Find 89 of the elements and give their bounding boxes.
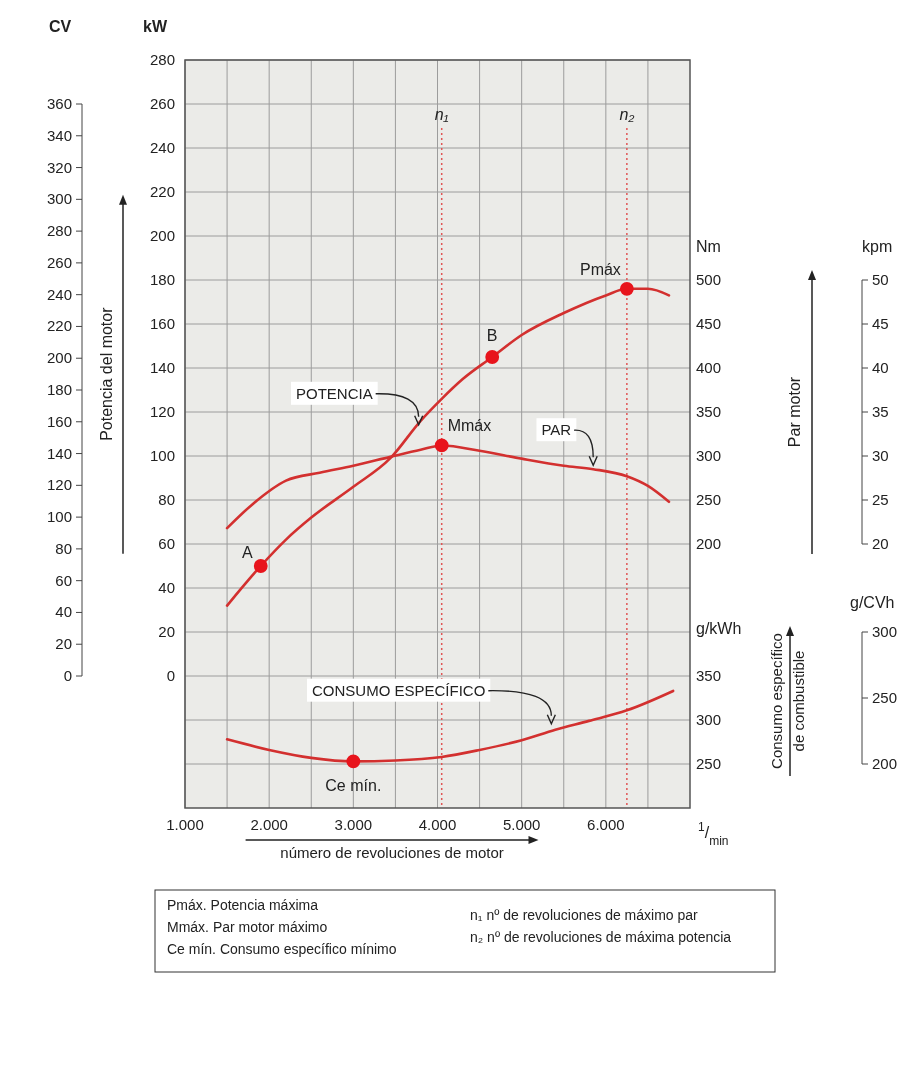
- text: 120: [46, 476, 72, 494]
- y-tick-label: 60: [158, 535, 175, 552]
- text: 300: [872, 623, 898, 640]
- text: 260: [46, 253, 72, 271]
- x-tick-label: 1.000: [166, 816, 204, 833]
- point: [485, 350, 500, 364]
- y-tick-label: 0: [166, 667, 175, 684]
- text: $^{1}$/$_{min}$: [698, 820, 729, 848]
- ref-line-label: n₁: [434, 106, 449, 123]
- text: 100: [46, 508, 72, 526]
- annotation: B: [486, 327, 498, 344]
- x-tick-label: 6.000: [587, 816, 625, 833]
- annotation: Pmáx: [579, 260, 621, 278]
- text: 240: [46, 285, 72, 303]
- y2-tick-label: 300: [696, 447, 722, 464]
- text: 80: [55, 539, 72, 557]
- y2-tick-label: 250: [696, 491, 722, 508]
- y3-tick-label: 250: [696, 755, 722, 772]
- text: 220: [46, 317, 72, 335]
- y-tick-label: 20: [158, 623, 175, 640]
- text: Nm: [696, 238, 721, 255]
- text: kW: [143, 18, 168, 35]
- point: [253, 559, 268, 573]
- text: 20: [872, 535, 889, 552]
- text: 340: [46, 126, 72, 144]
- text: 320: [46, 158, 72, 176]
- x-tick-label: 2.000: [250, 816, 288, 833]
- text: CV: [48, 18, 72, 35]
- text: POTENCIA: [295, 384, 373, 402]
- y-tick-label: 160: [149, 315, 175, 332]
- text: 20: [55, 635, 72, 653]
- text: 40: [872, 359, 889, 376]
- y-tick-label: 100: [149, 447, 175, 464]
- x-tick-label: 3.000: [334, 816, 373, 833]
- text: 360: [46, 95, 72, 112]
- y-tick-label: 120: [149, 403, 175, 420]
- y3-tick-label: 350: [696, 667, 722, 684]
- y-tick-label: 280: [149, 51, 175, 68]
- point: [619, 281, 634, 296]
- annotation: Mmáx: [447, 417, 492, 435]
- text: 250: [872, 689, 898, 706]
- text: CONSUMO ESPECÍFICO: [311, 681, 486, 699]
- y2-tick-label: 450: [696, 315, 722, 332]
- y-tick-label: 40: [158, 579, 175, 596]
- text: 25: [872, 491, 889, 508]
- text: 0: [63, 667, 72, 684]
- y2-tick-label: 350: [696, 403, 722, 420]
- annotation: A: [242, 544, 254, 561]
- text: n₁ nº de revoluciones de máximo par: [470, 907, 699, 923]
- annotation: Ce mín.: [325, 777, 382, 795]
- y-tick-label: 240: [149, 139, 175, 156]
- text: 280: [46, 222, 72, 240]
- text: 60: [55, 571, 72, 589]
- text: 30: [872, 447, 889, 464]
- text: 200: [872, 755, 898, 772]
- text: 40: [55, 603, 72, 621]
- x-tick-label: 4.000: [418, 816, 457, 833]
- text: kpm: [862, 238, 893, 255]
- y-axis-title: Potencia del motor: [98, 306, 115, 441]
- text: 45: [872, 315, 889, 332]
- y2-tick-label: 200: [696, 535, 722, 552]
- text: Pmáx. Potencia máxima: [167, 897, 319, 913]
- text: Mmáx. Par motor máximo: [167, 919, 328, 935]
- ref-line-label: n₂: [619, 106, 635, 123]
- text: n₂ nº de revoluciones de máxima potencia: [470, 929, 732, 945]
- series-label: PAR: [541, 421, 572, 439]
- text: Ce mín. Consumo específico mínimo: [167, 941, 397, 957]
- text: 35: [872, 403, 889, 420]
- text: 200: [46, 349, 72, 367]
- y3-tick-label: 300: [696, 711, 722, 728]
- y-tick-label: 260: [149, 95, 175, 112]
- text: 160: [46, 412, 72, 430]
- x-axis-title: número de revoluciones de motor: [280, 844, 504, 861]
- text: g/kWh: [696, 620, 742, 637]
- y2-tick-label: 400: [696, 359, 722, 376]
- y2-axis-title: Par motor: [786, 376, 803, 448]
- x-tick-label: 5.000: [502, 816, 541, 833]
- y-tick-label: 140: [149, 359, 175, 376]
- text: g/CVh: [850, 594, 895, 611]
- y2-tick-label: 500: [696, 271, 722, 288]
- y-tick-label: 180: [149, 271, 175, 288]
- text: 140: [46, 444, 72, 462]
- y-tick-label: 200: [149, 227, 175, 244]
- y-tick-label: 80: [158, 491, 175, 508]
- text: 180: [46, 381, 72, 398]
- text: 50: [872, 271, 889, 288]
- text: 300: [46, 190, 72, 208]
- y3-axis-title: Consumo específico de combustible: [768, 633, 807, 769]
- y-tick-label: 220: [149, 183, 175, 200]
